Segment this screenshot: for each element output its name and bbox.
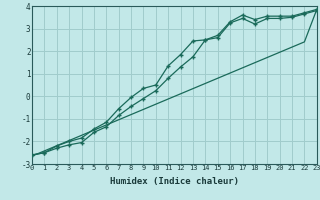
X-axis label: Humidex (Indice chaleur): Humidex (Indice chaleur) bbox=[110, 177, 239, 186]
